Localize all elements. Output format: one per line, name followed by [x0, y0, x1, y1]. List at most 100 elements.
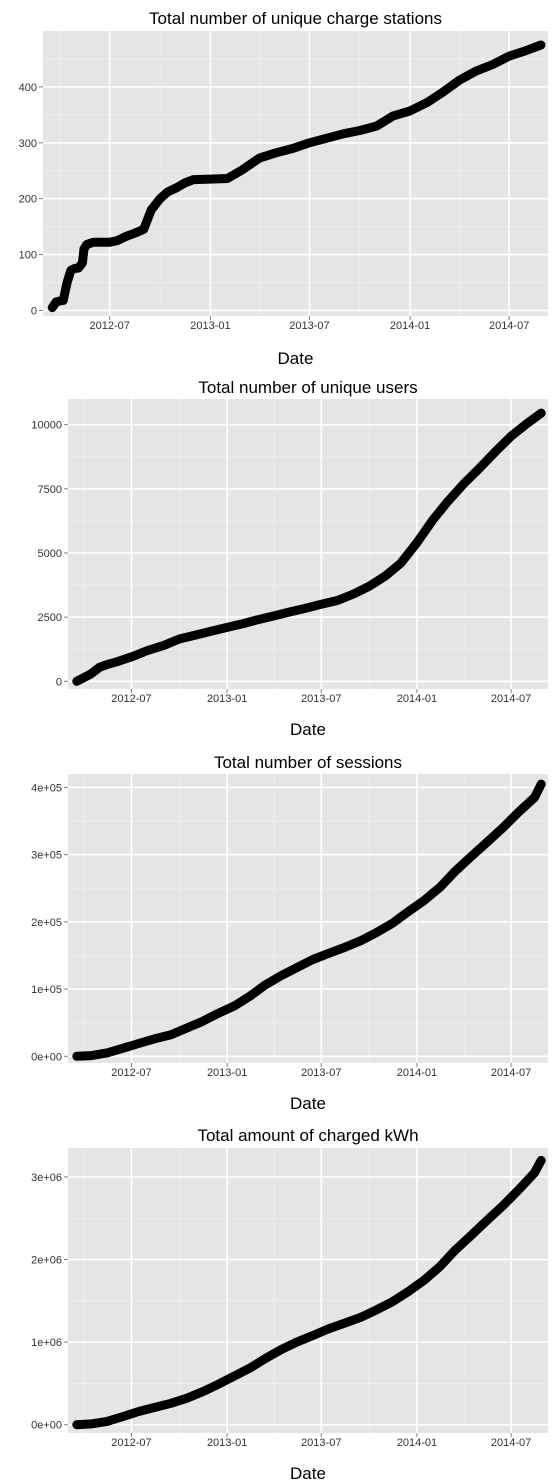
data-point [475, 464, 484, 473]
x-tick-label: 2014-01 [390, 320, 430, 332]
data-point [301, 604, 310, 613]
y-tick-label: 300 [19, 138, 37, 150]
x-tick-label: 2012-07 [111, 1067, 151, 1079]
x-tick-label: 2012-07 [90, 320, 130, 332]
data-point [97, 238, 105, 247]
data-point [523, 419, 532, 428]
data-point [180, 179, 189, 187]
data-point [436, 1262, 445, 1271]
data-point [261, 981, 269, 989]
data-point [113, 236, 122, 245]
x-axis-label: Date [290, 1094, 326, 1113]
data-series-line [72, 1155, 546, 1430]
data-point [467, 852, 475, 861]
chart-title: Total amount of charged kWh [197, 1126, 418, 1145]
data-point [482, 1216, 491, 1225]
data-point [103, 1049, 111, 1057]
data-point [156, 194, 165, 203]
data-point [514, 1186, 523, 1195]
y-tick-label: 3e+06 [31, 1172, 62, 1184]
y-tick-label: 100 [19, 250, 37, 262]
y-tick-label: 0 [56, 676, 62, 688]
chart-title: Total number of sessions [214, 753, 402, 772]
data-point [261, 1354, 269, 1363]
x-tick-label: 2014-01 [397, 1067, 437, 1079]
data-point [514, 808, 523, 817]
data-point [147, 205, 156, 214]
x-tick-label: 2014-01 [397, 693, 437, 705]
data-point [230, 1372, 239, 1380]
data-point [450, 1246, 459, 1255]
data-point [70, 264, 79, 273]
data-point [324, 949, 333, 958]
data-point [277, 1345, 286, 1354]
data-point [491, 447, 500, 456]
y-tick-label: 4e+05 [31, 782, 62, 794]
data-point [507, 432, 515, 441]
data-point [223, 623, 232, 632]
data-point [339, 129, 348, 138]
data-point [246, 1363, 255, 1372]
data-point [182, 1394, 191, 1403]
data-point [498, 1201, 507, 1210]
data-point [191, 631, 200, 639]
data-point [498, 823, 507, 832]
data-point [530, 1168, 539, 1177]
data-series-line [72, 408, 546, 686]
data-point [119, 1412, 128, 1421]
x-tick-label: 2013-07 [301, 693, 341, 705]
x-tick-label: 2012-07 [111, 1437, 151, 1449]
data-point [355, 126, 364, 135]
data-point [122, 232, 131, 241]
data-point [134, 1039, 143, 1048]
data-point [389, 112, 398, 120]
data-point [537, 41, 545, 49]
data-point [173, 183, 181, 192]
data-point [308, 955, 317, 964]
data-point [103, 1417, 111, 1426]
data-point [63, 278, 71, 287]
x-tick-label: 2014-01 [397, 1437, 437, 1449]
data-point [127, 653, 136, 661]
data-point [429, 515, 437, 524]
data-point [111, 658, 120, 666]
data-point [450, 867, 459, 876]
x-tick-label: 2013-01 [207, 693, 247, 705]
x-tick-label: 2013-07 [301, 1067, 341, 1079]
data-point [349, 590, 358, 598]
data-point [207, 627, 215, 636]
data-point [406, 107, 414, 115]
data-point [67, 266, 75, 275]
data-point [420, 896, 429, 905]
data-point [324, 1325, 333, 1333]
chart-3: 2012-07 2013-01 2013-07 2014-01 2014-07 0e+00… [31, 753, 548, 1113]
chart-4: 2012-07 2013-01 2013-07 2014-01 2014-07 0e+00… [31, 1126, 548, 1483]
data-point [189, 175, 198, 184]
data-point [396, 559, 405, 568]
data-point [95, 663, 104, 672]
data-point [198, 1017, 207, 1026]
x-tick-label: 2014-07 [491, 693, 531, 705]
y-tick-label: 0 [31, 305, 37, 317]
data-point [388, 1297, 397, 1306]
data-point [471, 67, 480, 76]
data-point [289, 144, 297, 153]
data-point [333, 596, 342, 605]
data-point [292, 1338, 301, 1347]
data-point [223, 174, 232, 183]
data-point [455, 76, 464, 85]
data-point [388, 919, 397, 928]
y-tick-label: 1e+06 [31, 1337, 62, 1349]
chart-2: 2012-07 2013-01 2013-07 2014-01 2014-07 0 2500… [31, 378, 548, 739]
data-point [412, 538, 421, 547]
data-point [167, 1399, 175, 1408]
x-tick-label: 2013-01 [207, 1067, 247, 1079]
data-point [467, 1231, 475, 1240]
data-point [72, 677, 81, 686]
data-point [87, 669, 96, 678]
data-point [159, 641, 168, 650]
data-point [255, 153, 264, 162]
data-point [365, 582, 373, 591]
chart-1: 2012-07 2013-01 2013-07 2014-01 2014-07 0 100 2… [19, 9, 548, 368]
data-point [119, 1044, 128, 1053]
